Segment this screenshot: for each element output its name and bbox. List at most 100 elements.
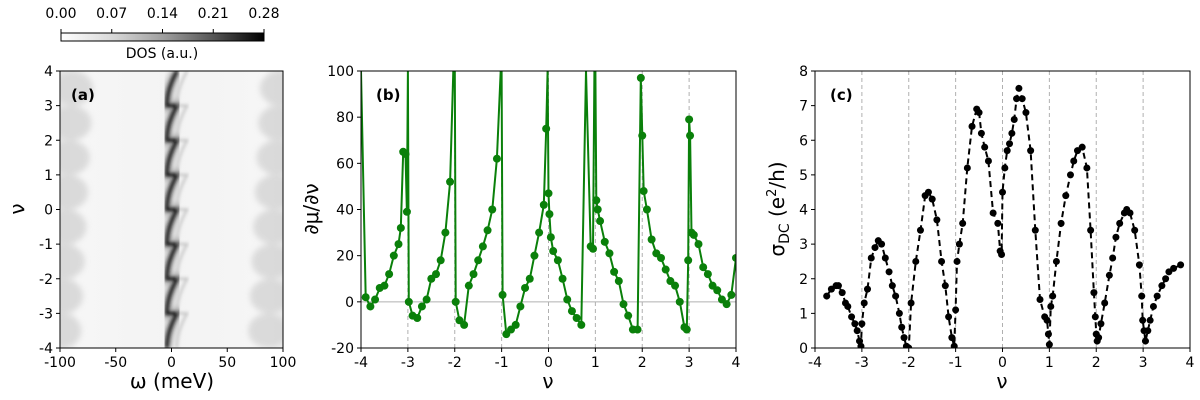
data-point (694, 240, 703, 249)
x-tick-label: -3 (855, 355, 869, 371)
y-tick-label: 3 (44, 99, 53, 115)
panel-c-ylabel: σDC (e2/h) (765, 161, 793, 256)
data-point (1153, 292, 1161, 300)
data-point (888, 282, 896, 290)
data-point (624, 311, 633, 320)
data-point (1158, 282, 1166, 290)
data-point (895, 309, 903, 317)
data-point (1043, 316, 1051, 324)
data-point (853, 327, 861, 335)
y-tick-label: 40 (336, 203, 354, 219)
data-point (898, 323, 906, 331)
y-tick-label: 8 (799, 64, 808, 80)
data-point (402, 207, 411, 216)
panel-a-ylabel: ν (5, 203, 29, 214)
data-point (878, 240, 886, 248)
data-point (999, 188, 1006, 196)
y-tick-label: -20 (331, 341, 354, 357)
data-point (636, 73, 645, 82)
data-point (671, 281, 680, 290)
data-point (511, 320, 520, 329)
x-tick-label: 0 (167, 355, 176, 371)
data-point (389, 251, 398, 260)
data-point (959, 219, 967, 227)
data-point (689, 230, 698, 239)
y-tick-label: 2 (799, 272, 808, 288)
x-tick-label: 2 (1092, 355, 1101, 371)
ylabel-superscript: 2 (765, 189, 780, 197)
colorbar: 0.00 0.07 0.14 0.21 0.28 DOS (a.u.) (45, 6, 279, 62)
series-line (361, 71, 736, 337)
data-point (675, 297, 684, 306)
y-tick-label: 2 (44, 133, 53, 149)
data-point (545, 210, 554, 219)
data-point (661, 265, 670, 274)
data-point (1052, 257, 1060, 265)
data-point (1141, 337, 1149, 345)
data-point (989, 209, 997, 217)
data-point (558, 274, 567, 283)
data-point (592, 196, 601, 205)
data-point (1010, 115, 1018, 123)
data-point (413, 313, 422, 322)
data-point (396, 223, 405, 232)
panel-b-label: (b) (376, 86, 400, 104)
data-point (1018, 95, 1026, 103)
data-point (1097, 320, 1105, 328)
data-point (907, 299, 915, 307)
data-point (401, 150, 410, 159)
data-point (633, 325, 642, 334)
panel-c-xlabel: ν (996, 369, 1007, 393)
data-point (542, 124, 551, 133)
x-tick-label: 4 (732, 355, 741, 371)
y-tick-label: 80 (336, 110, 354, 126)
data-point (436, 256, 445, 265)
data-point (950, 342, 958, 348)
data-point (952, 306, 960, 314)
data-point (394, 240, 403, 249)
data-point (851, 320, 859, 328)
x-tick-label: 100 (270, 355, 297, 371)
data-point (638, 131, 647, 140)
colorbar-tick-label: 0.00 (45, 6, 76, 22)
data-point (546, 233, 555, 242)
data-point (567, 307, 576, 316)
data-point (838, 289, 846, 297)
data-point (941, 282, 949, 290)
y-tick-label: 6 (799, 133, 808, 149)
y-tick-label: 4 (44, 64, 53, 80)
data-point (589, 244, 598, 253)
data-point (1112, 233, 1120, 241)
data-point (933, 216, 941, 224)
data-point (892, 292, 900, 300)
data-point (1126, 209, 1134, 217)
data-point (938, 257, 946, 265)
data-point (516, 302, 525, 311)
data-point (860, 299, 868, 307)
data-point (521, 283, 530, 292)
x-tick-label: -2 (902, 355, 916, 371)
data-point (905, 344, 913, 348)
data-point (1003, 147, 1011, 155)
data-point (1116, 219, 1124, 227)
data-point (900, 334, 908, 342)
data-point (685, 115, 694, 124)
colorbar-tick-label: 0.28 (248, 6, 279, 22)
data-point (1087, 226, 1095, 234)
data-point (478, 242, 487, 251)
data-point (864, 285, 871, 293)
panel-a-label: (a) (71, 86, 95, 104)
data-point (539, 200, 548, 209)
data-point (722, 300, 731, 309)
x-tick-label: -1 (949, 355, 963, 371)
data-point (682, 325, 691, 334)
data-point (1045, 341, 1053, 348)
data-point (844, 302, 852, 310)
data-point (953, 257, 961, 265)
series-line (825, 84, 1182, 348)
y-tick-label: 0 (345, 295, 354, 311)
data-point (1027, 147, 1035, 155)
y-tick-label: 1 (44, 168, 53, 184)
x-tick-label: 50 (218, 355, 236, 371)
